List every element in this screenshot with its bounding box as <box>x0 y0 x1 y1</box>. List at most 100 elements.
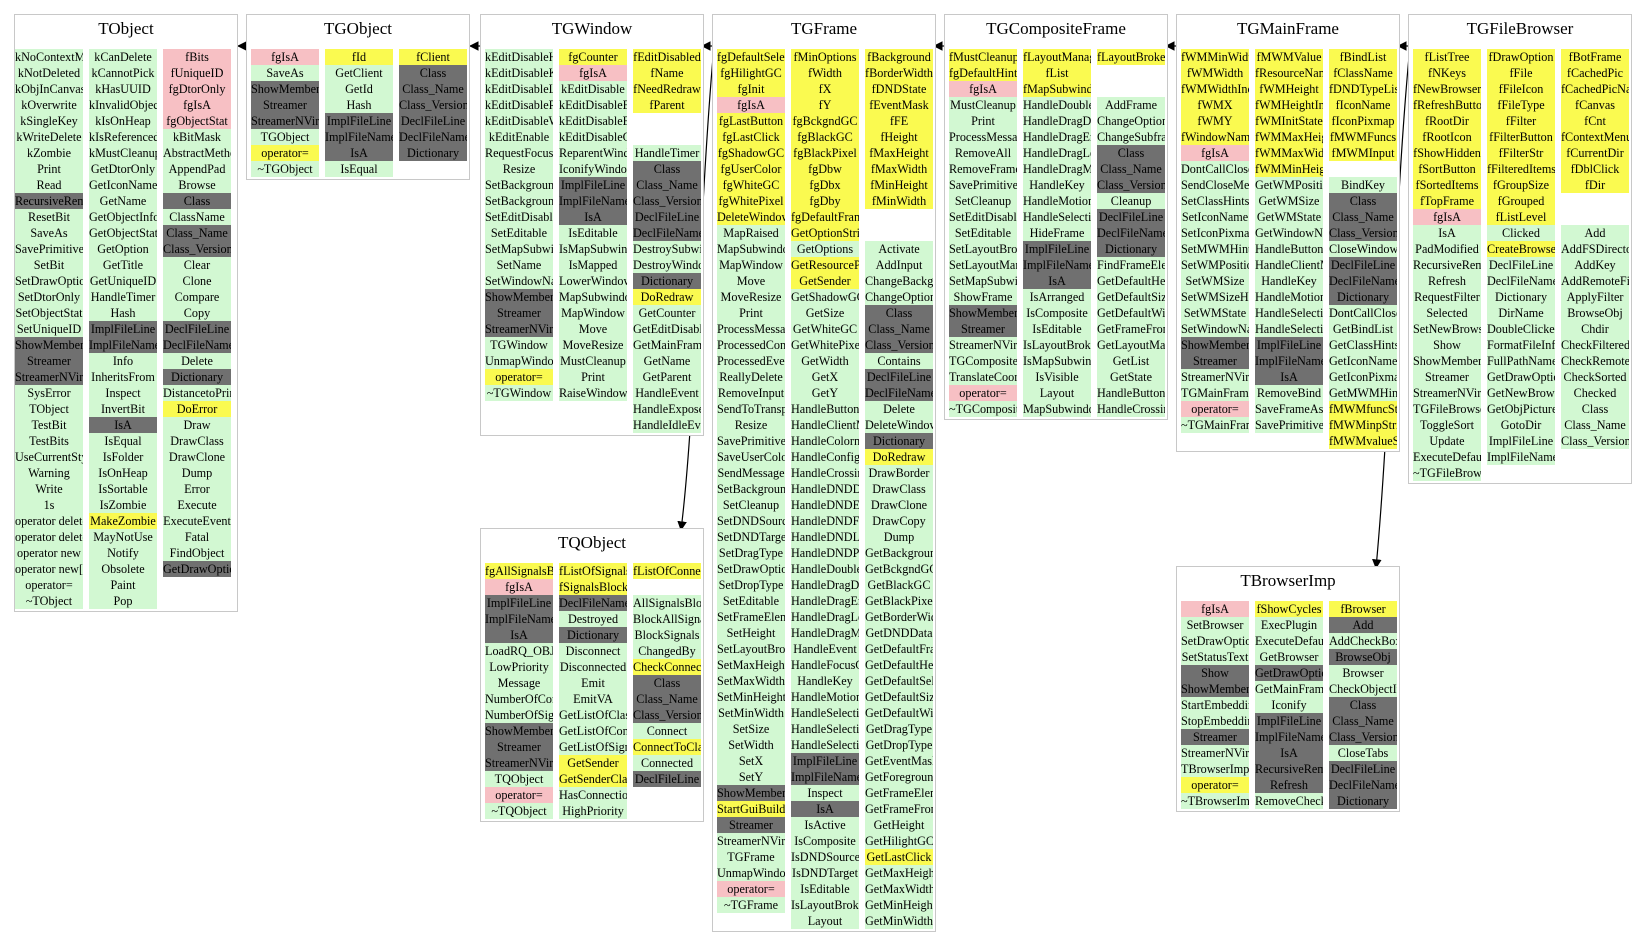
class-member: Inspect <box>89 385 157 401</box>
class-member: HandleKey <box>791 673 859 689</box>
class-member: fBotFrame <box>1561 49 1629 65</box>
member-column: kEditDisableHeightkEditDisableKeyEnablek… <box>485 49 553 401</box>
member-column: fShowCyclesExecPluginExecuteDefaultActio… <box>1255 601 1323 809</box>
class-member: ImplFileName <box>325 129 393 145</box>
class-member: Disconnect <box>559 643 627 659</box>
class-member: fBits <box>163 49 231 65</box>
class-member: SetEditable <box>485 225 553 241</box>
class-member: SetIconPixmap <box>1181 225 1249 241</box>
class-member: GetResourcePool <box>791 257 859 273</box>
class-member: Class <box>163 193 231 209</box>
class-member: fgIsA <box>949 81 1017 97</box>
class-member: ExecuteDefaultAction <box>1413 449 1481 465</box>
class-member: DeclFileName <box>633 225 701 241</box>
class-member: fWMWidthInc <box>1181 81 1249 97</box>
class-member: SetBackgroundColor <box>717 481 785 497</box>
class-member: RemoveFrame <box>949 161 1017 177</box>
class-member: GetEventMask <box>865 753 933 769</box>
class-member: IsZombie <box>89 497 157 513</box>
class-member: Clone <box>163 273 231 289</box>
class-member: Message <box>485 675 553 691</box>
class-member: ImplFileName <box>89 337 157 353</box>
member-column: fBits fUniqueID fgDtorOnly fgIsA fgObjectSta… <box>163 49 231 577</box>
class-member: RemoveInput <box>717 385 785 401</box>
class-member: ImplFileLine <box>485 595 553 611</box>
class-member: Compare <box>163 289 231 305</box>
class-member: HandleExpose <box>633 401 701 417</box>
class-member: SetWMSize <box>1181 273 1249 289</box>
class-member: Execute <box>163 497 231 513</box>
class-member: ApplyFilter <box>1561 289 1629 305</box>
class-member: fSignalsBlocked <box>559 579 627 595</box>
class-member: GetWindowName <box>1255 225 1323 241</box>
class-member: kBitMask <box>163 129 231 145</box>
class-member: GetState <box>1097 369 1165 385</box>
class-member: Inspect <box>791 785 859 801</box>
class-member: Selected <box>1413 305 1481 321</box>
class-member: Checked <box>1561 385 1629 401</box>
class-member: Streamer <box>717 817 785 833</box>
class-member: Streamer <box>485 305 553 321</box>
member-column: fgDefaultSelectedBackgroundfgHilightGCfg… <box>717 49 785 913</box>
class-member: SetMinWidth <box>717 705 785 721</box>
class-member: SetDNDTarget <box>717 529 785 545</box>
class-member: SetHeight <box>717 625 785 641</box>
class-member: CloseWindow <box>1329 241 1397 257</box>
class-member: Draw <box>163 417 231 433</box>
class-member: Copy <box>163 305 231 321</box>
class-member: Class <box>1329 193 1397 209</box>
class-member: UnmapWindow <box>717 865 785 881</box>
class-member: GetDrawOption <box>163 561 231 577</box>
class-member: ImplFileLine <box>89 321 157 337</box>
class-member: IconifyWindow <box>559 161 627 177</box>
class-member <box>633 579 701 595</box>
class-member: GetCounter <box>633 305 701 321</box>
class-member: HandleDragDrop <box>1023 113 1091 129</box>
class-member: HandleTimer <box>633 145 701 161</box>
class-member: Pop <box>89 593 157 609</box>
class-member: SavePrimitive <box>717 433 785 449</box>
member-column: fClient Class Class_Name Class_Version DeclF… <box>399 49 467 161</box>
class-member: kEditDisableHeight <box>485 49 553 65</box>
class-member: GetMainFrame <box>633 337 701 353</box>
class-member: fCanvas <box>1561 97 1629 113</box>
class-member: GetBorderWidth <box>865 609 933 625</box>
class-member: GetSize <box>791 305 859 321</box>
class-member: Class_Version <box>1329 729 1397 745</box>
class-member: UseCurrentStyle <box>15 449 83 465</box>
class-member: ChangeOptions <box>865 289 933 305</box>
class-member: kIsOnHeap <box>89 113 157 129</box>
class-member: fResourceName <box>1255 65 1323 81</box>
class-member: fgLastClick <box>717 129 785 145</box>
class-member: HandleSelection <box>1023 209 1091 225</box>
class-member: ImplFileName <box>1487 449 1555 465</box>
class-member: DrawClone <box>865 497 933 513</box>
class-member: AddFSDirectory <box>1561 241 1629 257</box>
class-member: Show <box>1413 337 1481 353</box>
class-member: DontCallClose <box>1181 161 1249 177</box>
member-column: kCanDelete kCannotPick kHasUUID kInvalidObj… <box>89 49 157 609</box>
class-member: Paint <box>89 577 157 593</box>
class-member: SetWMState <box>1181 305 1249 321</box>
class-member: fX <box>791 81 859 97</box>
class-member: DestroySubwindows <box>633 241 701 257</box>
class-member: HandleDragLeave <box>791 609 859 625</box>
class-member: ShowFrame <box>949 289 1017 305</box>
class-member: SetLayoutManager <box>949 257 1017 273</box>
class-member: fWMMinHeight <box>1255 161 1323 177</box>
class-member: HandleSelection <box>791 705 859 721</box>
class-member: AddFrame <box>1097 97 1165 113</box>
class-member: Disconnected <box>559 659 627 675</box>
class-member: SendCloseMessage <box>1181 177 1249 193</box>
class-member: fWindowName <box>1181 129 1249 145</box>
class-member: GetNewBrowser <box>1487 385 1555 401</box>
class-member: TranslateCoordinates <box>949 369 1017 385</box>
class-member: Browse <box>163 177 231 193</box>
class-member: DeclFileLine <box>163 321 231 337</box>
class-member: AddKey <box>1561 257 1629 273</box>
class-member: fMinHeight <box>865 177 933 193</box>
class-member: kEditDisable <box>559 81 627 97</box>
class-member: GetListOfConnections <box>559 723 627 739</box>
class-member: Clear <box>163 257 231 273</box>
class-member: ChangeBackground <box>865 273 933 289</box>
